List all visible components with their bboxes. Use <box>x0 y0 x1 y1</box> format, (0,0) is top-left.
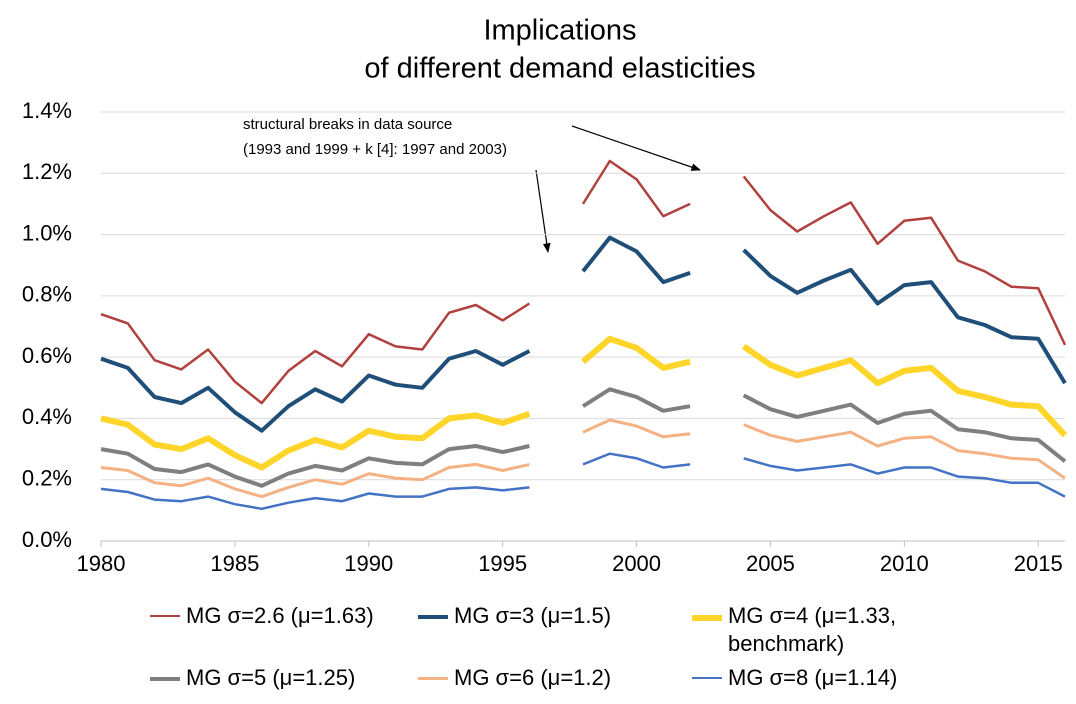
x-tick-label: 2015 <box>1014 551 1063 576</box>
grid: 0.0% 0.2% 0.4% 0.6% 0.8% 1.0% 1.2% 1.4% 1980 1985… <box>22 98 1065 576</box>
x-tick-label: 1980 <box>77 551 126 576</box>
series-line <box>100 452 1066 511</box>
y-tick-label: 0.6% <box>22 343 72 368</box>
y-tick-label: 0.0% <box>22 527 72 552</box>
legend-label: MG σ=2.6 (μ=1.63) <box>186 603 374 628</box>
legend-entry: MG σ=5 (μ=1.25) <box>150 664 418 692</box>
plot <box>100 159 1068 511</box>
x-tick-label: 2000 <box>612 551 661 576</box>
x-tick-label: 1995 <box>478 551 527 576</box>
x-tick-label: 1985 <box>210 551 259 576</box>
legend-label: MG σ=6 (μ=1.2) <box>454 665 612 690</box>
annotation-arrow <box>571 125 701 171</box>
annotation-arrow <box>535 169 551 253</box>
chart-title: of different demand elasticities <box>364 53 755 85</box>
y-tick-label: 1.0% <box>22 220 72 245</box>
legend-swatch <box>418 677 448 680</box>
legend-entry: MG σ=2.6 (μ=1.63) <box>150 602 418 658</box>
series-line <box>100 387 1067 488</box>
y-tick-label: 1.4% <box>22 98 72 123</box>
chart-title: Implications <box>483 15 636 47</box>
legend: MG σ=2.6 (μ=1.63) MG σ=3 (μ=1.5) MG σ=4 (μ… <box>150 602 922 692</box>
annotation: structural breaks in data source <box>243 116 452 133</box>
legend-swatch <box>150 677 180 681</box>
y-tick-label: 0.8% <box>22 282 72 307</box>
legend-swatch <box>418 615 448 619</box>
legend-swatch <box>692 615 722 621</box>
series-line <box>100 235 1067 433</box>
series-line <box>100 418 1066 499</box>
legend-entry: MG σ=3 (μ=1.5) <box>418 602 692 658</box>
legend-entry: MG σ=6 (μ=1.2) <box>418 664 692 692</box>
x-tick-label: 2010 <box>880 551 929 576</box>
y-tick-label: 0.4% <box>22 404 72 429</box>
series-line <box>100 335 1068 471</box>
x-tick-label: 1990 <box>344 551 393 576</box>
annotation: (1993 and 1999 + k [4]: 1997 and 2003) <box>243 141 507 158</box>
legend-swatch <box>692 677 722 679</box>
x-tick-label: 2005 <box>746 551 795 576</box>
legend-swatch <box>150 615 180 617</box>
series-line <box>100 159 1067 405</box>
legend-entry: MG σ=8 (μ=1.14) <box>692 664 922 692</box>
legend-entry: MG σ=4 (μ=1.33, benchmark) <box>692 602 922 658</box>
legend-label: MG σ=3 (μ=1.5) <box>454 603 612 628</box>
legend-label: MG σ=5 (μ=1.25) <box>186 665 356 690</box>
y-tick-label: 1.2% <box>22 159 72 184</box>
legend-label: MG σ=8 (μ=1.14) <box>728 665 898 690</box>
legend-label: MG σ=4 (μ=1.33, benchmark) <box>728 603 897 656</box>
y-tick-label: 0.2% <box>22 466 72 491</box>
